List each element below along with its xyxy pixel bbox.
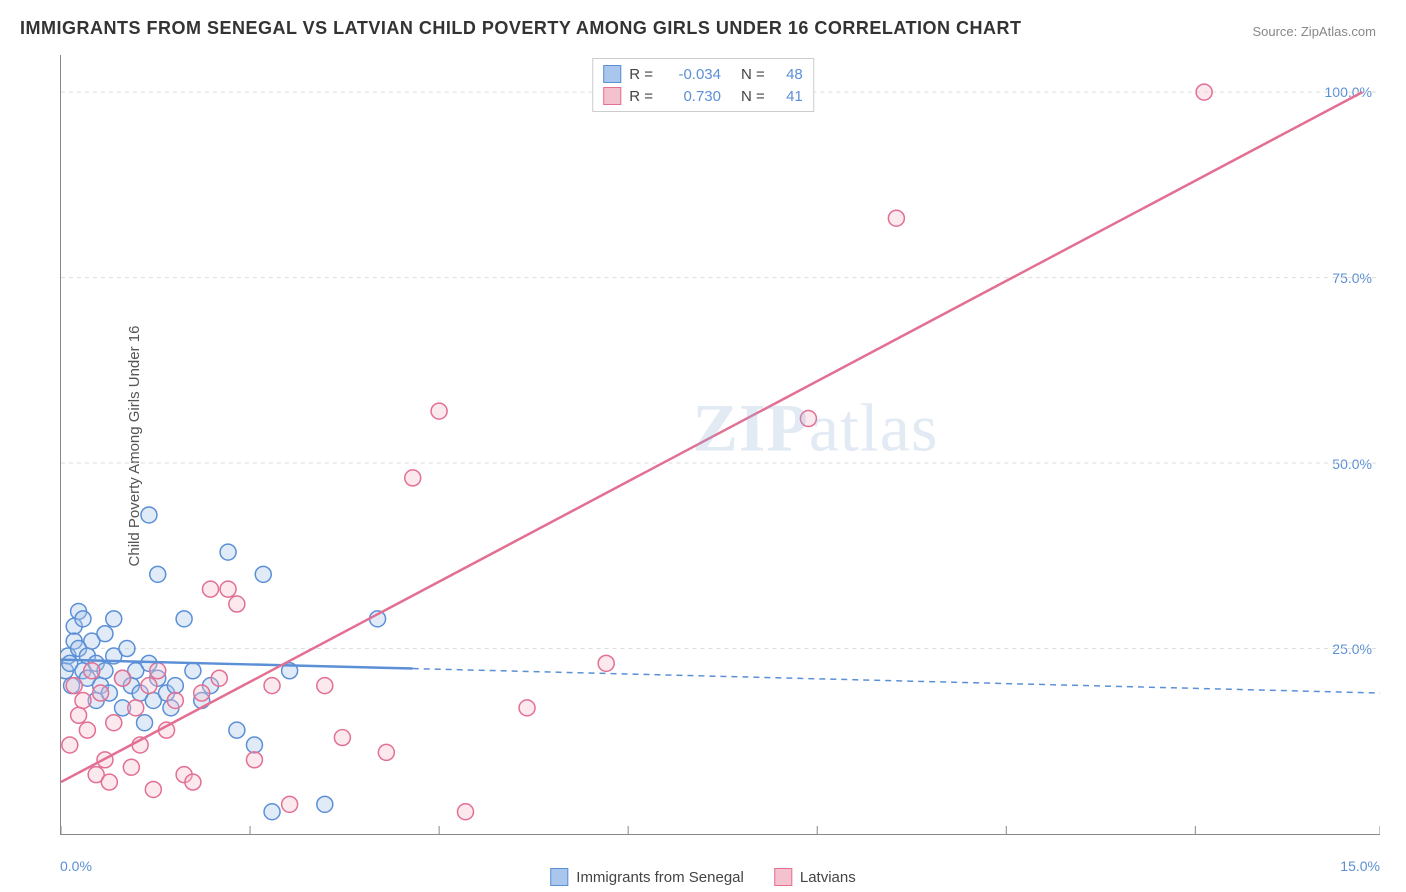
data-point	[598, 655, 614, 671]
data-point	[185, 663, 201, 679]
data-point	[334, 730, 350, 746]
data-point	[264, 678, 280, 694]
data-point	[211, 670, 227, 686]
data-point	[317, 796, 333, 812]
data-point	[106, 611, 122, 627]
chart-svg	[61, 55, 1380, 834]
regression-line-extension	[413, 669, 1380, 693]
data-point	[194, 685, 210, 701]
r-value: 0.730	[661, 88, 721, 105]
x-axis-min-label: 0.0%	[60, 858, 92, 874]
data-point	[137, 715, 153, 731]
source-label: Source: ZipAtlas.com	[1252, 24, 1376, 39]
data-point	[75, 692, 91, 708]
legend-stats-row: R = 0.730 N = 41	[603, 85, 803, 107]
data-point	[150, 566, 166, 582]
legend-swatch	[603, 65, 621, 83]
r-value: -0.034	[661, 66, 721, 83]
data-point	[141, 678, 157, 694]
data-point	[405, 470, 421, 486]
n-value: 48	[773, 66, 803, 83]
regression-line	[61, 92, 1362, 782]
data-point	[93, 685, 109, 701]
data-point	[97, 626, 113, 642]
n-label: N =	[741, 66, 765, 83]
data-point	[220, 581, 236, 597]
data-point	[84, 663, 100, 679]
data-point	[282, 796, 298, 812]
data-point	[457, 804, 473, 820]
data-point	[62, 737, 78, 753]
n-label: N =	[741, 88, 765, 105]
x-axis-max-label: 15.0%	[1340, 858, 1380, 874]
data-point	[229, 722, 245, 738]
data-point	[220, 544, 236, 560]
legend-series-item: Immigrants from Senegal	[550, 868, 744, 886]
data-point	[106, 715, 122, 731]
r-label: R =	[629, 66, 653, 83]
data-point	[75, 611, 91, 627]
data-point	[115, 670, 131, 686]
data-point	[246, 737, 262, 753]
legend-series-label: Immigrants from Senegal	[576, 869, 744, 886]
data-point	[150, 663, 166, 679]
legend-swatch	[603, 87, 621, 105]
data-point	[264, 804, 280, 820]
data-point	[141, 507, 157, 523]
legend-series-label: Latvians	[800, 869, 856, 886]
data-point	[246, 752, 262, 768]
data-point	[255, 566, 271, 582]
source-prefix: Source:	[1252, 24, 1300, 39]
data-point	[1196, 84, 1212, 100]
data-point	[128, 700, 144, 716]
data-point	[317, 678, 333, 694]
plot-area: 25.0%50.0%75.0%100.0%	[60, 55, 1380, 835]
legend-swatch	[774, 868, 792, 886]
legend-swatch	[550, 868, 568, 886]
legend-stats-row: R = -0.034 N = 48	[603, 63, 803, 85]
data-point	[888, 210, 904, 226]
data-point	[800, 411, 816, 427]
data-point	[71, 707, 87, 723]
chart-title: IMMIGRANTS FROM SENEGAL VS LATVIAN CHILD…	[20, 18, 1022, 39]
data-point	[123, 759, 139, 775]
data-point	[101, 774, 117, 790]
data-point	[167, 678, 183, 694]
data-point	[66, 678, 82, 694]
r-label: R =	[629, 88, 653, 105]
legend-series: Immigrants from Senegal Latvians	[550, 868, 855, 886]
legend-series-item: Latvians	[774, 868, 856, 886]
data-point	[229, 596, 245, 612]
data-point	[145, 781, 161, 797]
data-point	[378, 744, 394, 760]
data-point	[519, 700, 535, 716]
legend-stats: R = -0.034 N = 48 R = 0.730 N = 41	[592, 58, 814, 112]
data-point	[167, 692, 183, 708]
data-point	[202, 581, 218, 597]
data-point	[119, 641, 135, 657]
data-point	[431, 403, 447, 419]
data-point	[185, 774, 201, 790]
data-point	[176, 611, 192, 627]
data-point	[79, 722, 95, 738]
source-link[interactable]: ZipAtlas.com	[1301, 24, 1376, 39]
n-value: 41	[773, 88, 803, 105]
